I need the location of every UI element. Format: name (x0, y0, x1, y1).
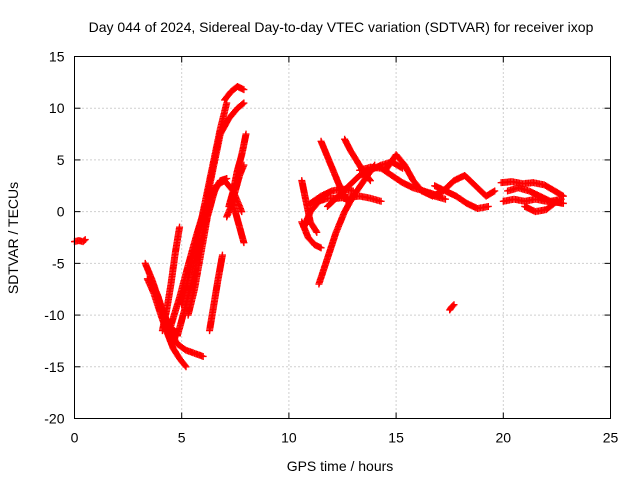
series-trail (72, 237, 88, 245)
series-trail (204, 100, 247, 199)
series-pass-1 (71, 236, 89, 246)
x-tick-label: 5 (178, 430, 186, 446)
plot-frame (74, 56, 611, 419)
y-tick-labels: -20 -15 -10 -5 0 5 10 15 (44, 49, 64, 427)
y-tick-label: -5 (52, 255, 65, 271)
series-pass-15 (225, 130, 250, 210)
y-tick-label: 5 (57, 152, 65, 168)
x-axis-label: GPS time / hours (287, 458, 394, 474)
series-pass-14 (206, 251, 226, 335)
grid-lines (74, 56, 611, 419)
data-point (81, 236, 89, 244)
y-tick-label: -10 (44, 307, 64, 323)
x-tick-label: 0 (71, 430, 79, 446)
series-trail (206, 253, 226, 333)
x-tick-label: 10 (281, 430, 297, 446)
y-tick-label: 15 (49, 49, 65, 65)
y-axis-label: SDTVAR / TECUs (5, 182, 21, 294)
series-pass-29 (497, 178, 567, 200)
series-pass-28 (446, 301, 458, 314)
series-pass-27 (431, 182, 492, 213)
y-tick-label: -20 (44, 411, 64, 427)
x-tick-label: 25 (603, 430, 619, 446)
plot-series (71, 82, 567, 371)
series-trail (432, 182, 491, 212)
series-pass-11 (221, 82, 248, 104)
x-tick-label: 20 (496, 430, 512, 446)
series-pass-32 (521, 197, 561, 216)
series-trail (446, 302, 457, 313)
series-pass-5 (158, 223, 184, 335)
y-tick-label: -15 (44, 359, 64, 375)
series-trail (522, 198, 560, 215)
series-pass-10 (203, 99, 248, 200)
series-trail (222, 83, 247, 103)
series-pass-31 (504, 184, 565, 205)
series-trail (419, 172, 497, 199)
series-pass-16 (298, 177, 321, 236)
series-pass-21 (317, 137, 351, 205)
axis-ticks (74, 56, 611, 419)
y-tick-label: 0 (57, 204, 65, 220)
x-tick-label: 15 (388, 430, 404, 446)
series-trail (225, 132, 250, 209)
series-trail (159, 225, 183, 333)
chart-title: Day 044 of 2024, Sidereal Day-to-day VTE… (89, 19, 594, 35)
series-trail (499, 178, 566, 199)
y-tick-label: 10 (49, 100, 65, 116)
x-tick-labels: 0 5 10 15 20 25 (71, 430, 619, 446)
